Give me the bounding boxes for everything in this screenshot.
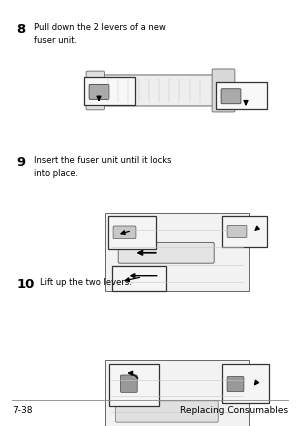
Text: Lift up the two levers.: Lift up the two levers. <box>40 278 132 287</box>
FancyBboxPatch shape <box>89 85 109 100</box>
Bar <box>84 78 135 106</box>
Text: Insert the fuser unit until it locks: Insert the fuser unit until it locks <box>34 155 172 164</box>
FancyBboxPatch shape <box>101 76 217 107</box>
FancyBboxPatch shape <box>227 377 244 392</box>
Text: into place.: into place. <box>34 168 79 177</box>
FancyBboxPatch shape <box>120 375 137 392</box>
Bar <box>112 267 166 292</box>
Bar <box>222 216 267 248</box>
FancyBboxPatch shape <box>221 89 241 104</box>
FancyBboxPatch shape <box>86 72 104 111</box>
Text: 10: 10 <box>16 278 35 291</box>
FancyBboxPatch shape <box>212 70 235 113</box>
Bar <box>109 364 159 406</box>
Bar <box>216 83 267 110</box>
Text: Replacing Consumables: Replacing Consumables <box>180 405 288 414</box>
Text: 9: 9 <box>16 155 26 168</box>
Text: fuser unit.: fuser unit. <box>34 36 78 45</box>
FancyBboxPatch shape <box>105 213 249 292</box>
FancyBboxPatch shape <box>105 360 249 426</box>
Bar <box>222 364 268 403</box>
FancyBboxPatch shape <box>118 243 214 264</box>
FancyBboxPatch shape <box>113 227 136 239</box>
Text: 8: 8 <box>16 23 26 36</box>
Text: 7-38: 7-38 <box>12 405 32 414</box>
FancyBboxPatch shape <box>116 401 218 422</box>
Text: Pull down the 2 levers of a new: Pull down the 2 levers of a new <box>34 23 167 32</box>
FancyBboxPatch shape <box>227 226 247 238</box>
Bar <box>108 216 156 249</box>
